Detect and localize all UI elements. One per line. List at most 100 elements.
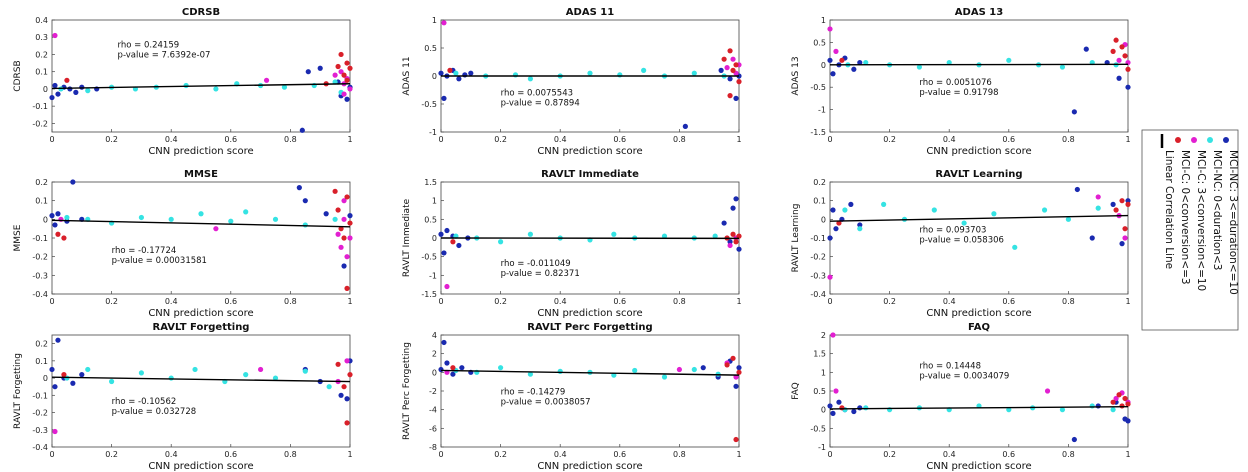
y-tick-label: 0.5 (813, 38, 826, 47)
data-point-group-d (682, 123, 688, 129)
data-point-group-c (109, 378, 115, 385)
y-tick-label: 0 (821, 61, 826, 70)
plot-frame (829, 334, 1129, 448)
x-tick-label: 0.2 (494, 450, 507, 459)
x-tick-label: 0 (49, 135, 54, 144)
subplot-title: RAVLT Immediate (541, 169, 639, 180)
x-tick-label: 0.4 (554, 450, 567, 459)
x-axis-label: CNN prediction score (148, 146, 253, 157)
y-tick-label: -0.1 (810, 234, 826, 243)
x-tick-label: 0.8 (673, 297, 686, 306)
data-point-group-c (916, 64, 923, 70)
x-tick-label: 0.8 (284, 450, 297, 459)
y-axis-label: CDRSB (13, 60, 23, 91)
data-point-group-d (733, 383, 739, 389)
y-tick-label: -0.2 (32, 253, 48, 262)
subplot-faq: FAQ 0 0.2 0.4 0.6 0.8 1 2 1.5 1 0.5 0 -0.5 -1 CNN pred… (791, 322, 1131, 472)
data-point-group-d (323, 211, 329, 217)
data-point-group-a (1116, 392, 1122, 398)
data-point-group-a (335, 361, 341, 367)
y-axis-label: ADAS 13 (791, 56, 801, 95)
data-point-group-d (459, 365, 465, 371)
y-tick-label: 0.2 (35, 178, 48, 187)
data-point-group-c (991, 211, 997, 217)
y-tick-label: -0.4 (32, 290, 48, 299)
data-point-group-d (441, 250, 447, 256)
y-tick-label: 0.2 (35, 50, 48, 59)
y-tick-label: -0.5 (421, 100, 437, 109)
data-point-group-b (1044, 388, 1051, 394)
x-tick-label: 0.8 (673, 135, 686, 144)
data-point-group-d (727, 76, 733, 82)
x-tick-label: 1 (347, 450, 352, 459)
x-tick-label: 1 (736, 135, 741, 144)
data-point-group-a (1122, 226, 1128, 232)
y-tick-label: 0 (43, 85, 48, 94)
data-point-group-d (302, 198, 308, 204)
y-axis-label: ADAS 11 (402, 56, 412, 95)
y-axis-label: RAVLT Learning (791, 204, 801, 273)
data-point-group-d (830, 71, 836, 77)
data-point-group-a (347, 372, 353, 378)
data-point-group-d (730, 205, 736, 211)
data-point-group-a (341, 384, 347, 390)
data-point-group-d (441, 339, 447, 346)
data-point-group-c (931, 207, 937, 213)
data-point-group-d (438, 70, 444, 76)
data-point-group-a (447, 67, 453, 73)
data-point-group-b (830, 332, 836, 338)
x-tick-label: 0.8 (1062, 450, 1075, 459)
y-tick-label: -1.5 (421, 290, 437, 299)
data-point-group-a (1119, 198, 1125, 204)
data-point-group-d (456, 76, 462, 82)
data-point-group-d (305, 69, 311, 75)
data-point-group-c (946, 59, 952, 66)
data-point-group-a (1119, 44, 1125, 50)
data-point-group-a (450, 239, 456, 245)
x-tick-label: 0.2 (494, 297, 507, 306)
y-tick-label: -0.3 (32, 271, 48, 280)
data-point-group-a (61, 372, 67, 378)
data-point-group-c (192, 366, 198, 373)
y-tick-label: 1.5 (424, 178, 437, 187)
data-point-group-b (258, 366, 264, 373)
x-axis-label: CNN prediction score (148, 461, 253, 472)
legend-marker-group-d (1223, 137, 1229, 143)
x-tick-label: 1 (736, 450, 741, 459)
data-point-group-a (338, 51, 344, 58)
data-point-group-c (661, 374, 668, 380)
data-point-group-a (347, 65, 353, 71)
data-point-group-b (52, 428, 58, 435)
x-tick-label: 0 (827, 450, 832, 459)
x-axis-label: CNN prediction score (537, 146, 642, 157)
subplot-ravlt-immediate: RAVLT Immediate 0 0.2 0.4 0.6 0.8 1 1.5 1 0.5 0 -0.… (402, 169, 742, 319)
data-point-group-d (70, 380, 76, 386)
data-point-group-c (228, 218, 234, 224)
data-point-group-d (857, 405, 863, 411)
y-tick-label: -0.1 (32, 234, 48, 243)
x-tick-label: 0.2 (494, 135, 507, 144)
y-tick-label: 1 (432, 197, 437, 206)
x-tick-label: 0.6 (613, 450, 626, 459)
data-point-group-a (721, 56, 727, 62)
data-point-group-d (1125, 198, 1131, 204)
data-point-group-c (332, 216, 338, 222)
rho-value: rho = -0.14279 (501, 388, 566, 398)
x-tick-label: 0.2 (883, 135, 896, 144)
fit-line (51, 83, 351, 90)
data-point-group-d (70, 179, 76, 185)
data-point-group-d (1125, 84, 1131, 90)
data-point-group-d (438, 366, 444, 373)
data-point-group-d (73, 89, 79, 95)
data-point-group-a (730, 231, 736, 237)
rho-value: rho = -0.17724 (112, 246, 177, 256)
data-point-group-b (341, 216, 347, 222)
data-point-group-b (213, 226, 219, 232)
data-point-group-d (1074, 186, 1080, 193)
p-value: p-value = 0.00031581 (112, 256, 207, 266)
data-point-group-a (736, 369, 742, 375)
y-tick-label: 0.1 (35, 357, 48, 366)
data-point-group-d (851, 66, 857, 72)
data-point-group-d (827, 57, 833, 63)
